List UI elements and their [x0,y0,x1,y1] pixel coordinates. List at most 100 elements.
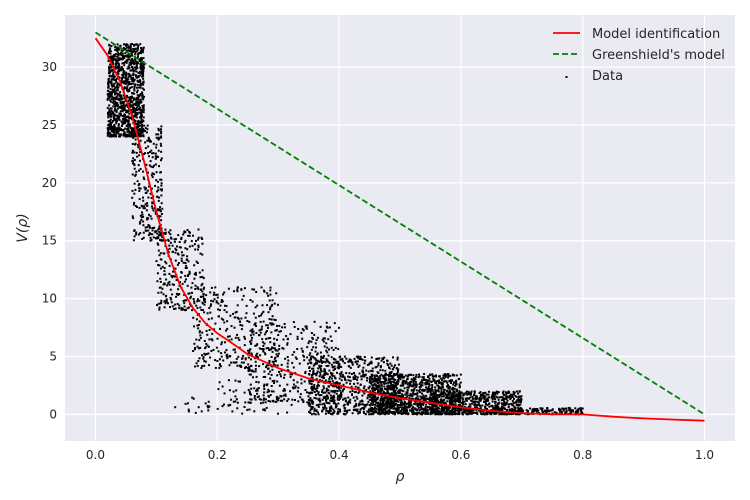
data-point [177,234,180,237]
data-point [443,380,446,383]
data-point [242,361,245,364]
data-point [298,362,301,365]
data-point [311,388,313,391]
data-point [148,232,151,235]
data-point [109,121,112,124]
data-point [130,99,133,102]
data-point [247,356,250,359]
data-point [124,60,127,63]
data-point [220,352,223,355]
data-point [136,155,139,158]
data-point [323,404,326,407]
data-point [286,399,289,402]
data-point [354,375,357,378]
data-point [262,408,265,411]
data-point [334,358,337,361]
data-point [140,119,143,122]
data-point [132,103,135,106]
data-point [272,323,275,326]
data-point [191,396,194,399]
data-point [384,404,387,407]
data-point [172,275,175,278]
data-point [310,348,313,351]
data-point [132,63,135,65]
grid [65,15,735,441]
data-point [115,103,118,106]
data-point [357,356,360,359]
data-point [426,408,428,411]
data-point [510,395,513,398]
data-point [142,135,145,138]
data-point [158,227,161,230]
data-point [107,128,110,131]
data-point [420,405,422,408]
data-point [106,97,109,100]
data-point [198,320,201,323]
data-point [279,399,282,402]
data-point [349,382,352,385]
data-point [118,106,121,109]
data-point [309,397,312,400]
data-point [446,381,449,384]
data-point [394,395,397,398]
data-point [179,281,181,284]
data-point [387,378,390,381]
data-point [502,404,505,407]
data-point [128,88,131,91]
data-point [136,94,139,97]
data-point [160,301,163,304]
data-point [407,386,410,389]
data-point [393,404,395,407]
data-point [249,401,252,404]
data-point [115,64,118,67]
data-point [428,377,431,380]
data-point [565,409,568,412]
data-point [336,360,339,363]
data-point [371,380,374,383]
data-point [314,372,316,375]
data-point [414,378,417,381]
data-point [142,66,145,69]
data-point [504,403,507,406]
data-point [143,186,146,189]
data-point [128,73,131,76]
data-point [196,287,199,290]
data-point [371,387,374,390]
data-point [165,295,167,298]
data-point [337,382,340,385]
data-point [188,273,191,276]
data-point [481,413,484,416]
data-point [415,389,418,392]
data-point [243,406,246,408]
data-point [192,234,194,237]
data-point [574,407,577,410]
data-point [326,326,329,329]
data-point [469,405,472,408]
data-point [185,264,188,267]
data-point [280,395,283,398]
data-point [130,58,133,61]
data-point [332,369,335,372]
data-point [195,239,197,242]
data-point [143,88,145,91]
data-point [223,309,226,312]
data-point [136,47,139,50]
data-point [296,381,299,384]
data-point [118,98,121,101]
data-point [159,252,162,255]
data-point [447,409,450,412]
data-point [286,337,289,340]
data-point [400,389,403,392]
data-point [485,408,488,411]
data-point [120,106,123,109]
data-point [160,182,163,185]
data-point [319,368,322,371]
data-point [483,397,486,400]
data-point [121,56,124,59]
data-point [106,134,109,137]
data-point [358,364,361,367]
data-point [306,346,309,349]
data-point [291,398,294,401]
data-point [452,410,455,413]
data-point [425,394,428,397]
